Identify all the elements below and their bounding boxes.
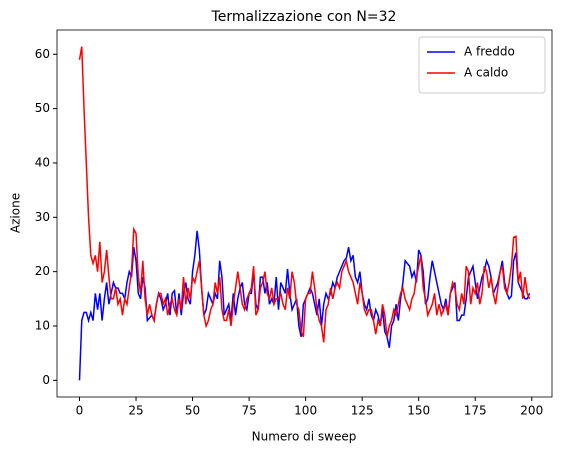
x-tick-label: 100 (294, 404, 317, 418)
x-tick-label: 125 (351, 404, 374, 418)
y-tick-label: 0 (42, 373, 50, 387)
y-tick-label: 60 (35, 47, 50, 61)
x-tick-label: 175 (464, 404, 487, 418)
x-axis-label: Numero di sweep (252, 430, 357, 444)
x-tick-label: 75 (241, 404, 256, 418)
plot-frame (56, 29, 553, 398)
x-tick-label: 200 (520, 404, 543, 418)
x-tick-label: 150 (407, 404, 430, 418)
y-tick-label: 20 (35, 264, 50, 278)
y-tick-label: 30 (35, 210, 50, 224)
y-axis-label: Azione (9, 193, 23, 233)
x-tick-label: 0 (76, 404, 84, 418)
legend-box (418, 36, 546, 94)
legend-label: A freddo (464, 45, 515, 59)
legend-label: A caldo (464, 66, 508, 80)
x-tick-label: 50 (185, 404, 200, 418)
data-line (78, 46, 531, 343)
x-tick-label: 25 (128, 404, 143, 418)
y-tick-label: 50 (35, 101, 50, 115)
y-tick-label: 40 (35, 155, 50, 169)
y-tick-label: 10 (35, 318, 50, 332)
chart-title: Termalizzazione con N=32 (211, 9, 397, 25)
